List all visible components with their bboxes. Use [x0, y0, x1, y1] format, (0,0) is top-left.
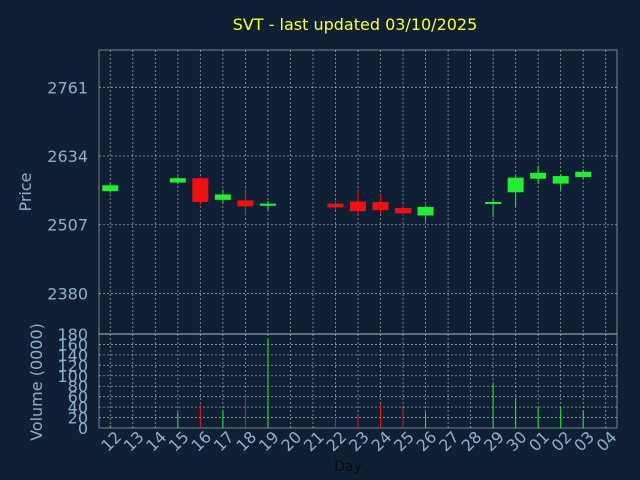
- candle-body: [102, 185, 119, 192]
- candle-body: [395, 207, 412, 214]
- price-tick-label: 2507: [47, 216, 88, 235]
- candle-body: [237, 200, 254, 207]
- candle-body: [417, 206, 434, 216]
- volume-tick-label: 80: [68, 377, 88, 396]
- price-axis-label: Price: [16, 172, 35, 211]
- volume-tick-label: 60: [68, 388, 88, 407]
- volume-tick-label: 160: [57, 335, 88, 354]
- volume-axis-label: Volume (0000): [27, 323, 46, 441]
- x-axis-ticks: 1213141516171819202122232425262728293001…: [97, 427, 620, 455]
- price-tick-label: 2634: [47, 147, 88, 166]
- candle-body: [214, 194, 231, 200]
- volume-tick-label: 0: [78, 419, 88, 438]
- volume-tick-label: 20: [68, 409, 88, 428]
- candle-body: [327, 203, 344, 208]
- price-panel: 2380 2507 2634 2761: [47, 49, 618, 335]
- candle-body: [552, 176, 569, 184]
- price-tick-label: 2380: [47, 284, 88, 303]
- candle-body: [350, 201, 366, 212]
- candle-body: [485, 202, 502, 205]
- volume-tick-label: 180: [57, 325, 88, 344]
- candle-body: [530, 172, 547, 179]
- volume-tick-label: 140: [57, 346, 88, 365]
- candle-body: [169, 178, 186, 183]
- volume-panel-frame: [98, 333, 618, 429]
- x-axis-label: Day: [334, 459, 362, 475]
- candle-body: [259, 203, 276, 206]
- candle-body: [507, 177, 524, 193]
- volume-tick-label: 100: [57, 367, 88, 386]
- candle-body: [372, 202, 389, 211]
- volume-tick-label: 40: [68, 398, 88, 417]
- chart-title: SVT - last updated 03/10/2025: [233, 15, 478, 34]
- candle-body: [575, 171, 592, 178]
- candle-body: [192, 178, 209, 203]
- x-tick-label: 04: [593, 427, 621, 455]
- volume-tick-label: 120: [57, 356, 88, 375]
- price-tick-label: 2761: [47, 78, 88, 97]
